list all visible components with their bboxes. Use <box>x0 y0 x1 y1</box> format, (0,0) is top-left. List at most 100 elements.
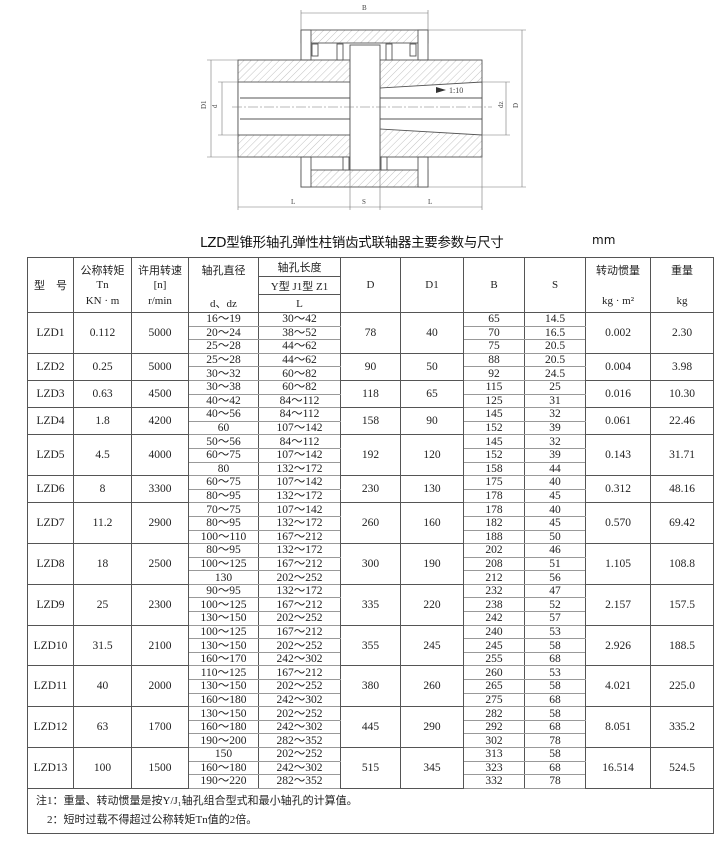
weight-cell: 188.5 <box>650 624 714 667</box>
speed-cell: 2500 <box>131 543 189 585</box>
dim-D1: D1 <box>200 100 208 109</box>
D1-cell: 50 <box>400 352 464 381</box>
weight-cell: 225.0 <box>650 665 714 708</box>
B-cell: 70 <box>463 325 525 341</box>
D1-cell: 90 <box>400 407 464 436</box>
header-bore-diameter: 轴孔直径 d、dz <box>188 257 259 313</box>
weight-cell: 69.42 <box>650 502 714 545</box>
table-row: 40～42 84～112 125 31 <box>28 393 714 409</box>
coupling-section-drawing: 1:10 B D1 d dz D L S L <box>200 4 526 210</box>
bore-length-cell: 132～172 <box>258 543 341 558</box>
B-cell: 182 <box>463 515 525 531</box>
bore-length-cell: 167～212 <box>258 624 341 640</box>
inertia-cell: 16.514 <box>585 747 651 789</box>
speed-cell: 2300 <box>131 583 189 626</box>
D1-cell: 260 <box>400 665 464 708</box>
torque-cell: 0.25 <box>73 352 132 381</box>
B-cell: 242 <box>463 611 525 626</box>
bore-length-cell: 202～252 <box>258 638 341 653</box>
B-cell: 313 <box>463 747 525 762</box>
D-cell: 78 <box>340 312 401 354</box>
inertia-cell: 0.061 <box>585 407 651 436</box>
bore-diameter-cell: 40～56 <box>188 407 259 422</box>
S-cell: 78 <box>524 733 586 748</box>
torque-cell: 8 <box>73 475 132 504</box>
B-cell: 178 <box>463 488 525 504</box>
weight-cell: 3.98 <box>650 352 714 381</box>
notes-row: 注1：重量、转动惯量是按Y/J₁轴孔组合型式和最小轴孔的计算值。 2：短时过载不… <box>27 787 714 834</box>
S-cell: 57 <box>524 611 586 626</box>
S-cell: 46 <box>524 543 586 558</box>
D1-cell: 120 <box>400 434 464 477</box>
bore-length-cell: 44～62 <box>258 339 341 354</box>
header-torque: 公称转矩 Tn KN · m <box>73 257 132 313</box>
sleeve-bottom <box>300 169 429 188</box>
notes: 注1：重量、转动惯量是按Y/J₁轴孔组合型式和最小轴孔的计算值。 2：短时过载不… <box>27 787 714 834</box>
bore-length-cell: 202～252 <box>258 706 341 721</box>
bore-length-cell: 202～252 <box>258 611 341 626</box>
S-cell: 44 <box>524 461 586 477</box>
model-cell: LZD7 <box>27 502 74 545</box>
bore-length-cell: 167～212 <box>258 529 341 545</box>
bore-length-cell: 282～352 <box>258 733 341 748</box>
inertia-cell: 2.926 <box>585 624 651 667</box>
B-cell: 212 <box>463 570 525 585</box>
weight-cell: 48.16 <box>650 475 714 504</box>
S-cell: 39 <box>524 420 586 436</box>
S-cell: 68 <box>524 760 586 776</box>
S-cell: 32 <box>524 434 586 449</box>
table-row: LZD4 1.8 4200 40～56 84～112 158 90 145 32 0.061 22.… <box>27 407 714 436</box>
B-cell: 158 <box>463 461 525 477</box>
table-row: 130～150 202～252 245 58 <box>28 638 714 653</box>
bore-diameter-cell: 30～32 <box>188 366 259 381</box>
model-cell: LZD11 <box>27 665 74 708</box>
bore-diameter-cell: 50～56 <box>188 434 259 449</box>
B-cell: 202 <box>463 543 525 558</box>
bore-length-cell: 84～112 <box>258 407 341 422</box>
header-inertia: 转动惯量 kg · m² <box>585 257 651 313</box>
torque-cell: 18 <box>73 543 132 585</box>
B-cell: 65 <box>463 312 525 327</box>
dim-dz: dz <box>497 101 505 108</box>
B-cell: 92 <box>463 366 525 381</box>
S-cell: 50 <box>524 529 586 545</box>
D-cell: 355 <box>340 624 401 667</box>
B-cell: 145 <box>463 407 525 422</box>
D1-cell: 65 <box>400 379 464 409</box>
bore-length-cell: 242～302 <box>258 719 341 735</box>
B-cell: 232 <box>463 583 525 599</box>
inertia-cell: 0.312 <box>585 475 651 504</box>
speed-cell: 5000 <box>131 352 189 381</box>
header-D: D <box>340 257 401 313</box>
D-cell: 230 <box>340 475 401 504</box>
D1-cell: 290 <box>400 706 464 748</box>
B-cell: 292 <box>463 719 525 735</box>
dim-D: D <box>512 103 520 108</box>
bore-length-cell: 202～252 <box>258 747 341 762</box>
B-cell: 240 <box>463 624 525 640</box>
table-row: 130 202～252 212 56 <box>28 570 714 585</box>
weight-cell: 10.30 <box>650 379 714 409</box>
D1-cell: 160 <box>400 502 464 545</box>
inertia-cell: 0.004 <box>585 352 651 381</box>
S-cell: 31 <box>524 393 586 409</box>
right-taper-bore <box>379 81 483 136</box>
bore-diameter-cell: 130 <box>188 570 259 585</box>
header-speed: 许用转速 [n] r/min <box>131 257 189 313</box>
D-cell: 118 <box>340 379 401 409</box>
B-cell: 245 <box>463 638 525 653</box>
S-cell: 78 <box>524 774 586 789</box>
B-cell: 152 <box>463 420 525 436</box>
bore-length-cell: 242～302 <box>258 651 341 667</box>
weight-cell: 108.8 <box>650 543 714 585</box>
inertia-cell: 1.105 <box>585 543 651 585</box>
bore-diameter-cell: 150 <box>188 747 259 762</box>
dim-L-right: L <box>428 198 432 206</box>
B-cell: 115 <box>463 379 525 395</box>
B-cell: 152 <box>463 447 525 463</box>
S-cell: 45 <box>524 488 586 504</box>
bore-length-cell: 132～172 <box>258 515 341 531</box>
D-cell: 300 <box>340 543 401 585</box>
dim-d: d <box>211 104 219 108</box>
bore-diameter-cell: 60～75 <box>188 447 259 463</box>
